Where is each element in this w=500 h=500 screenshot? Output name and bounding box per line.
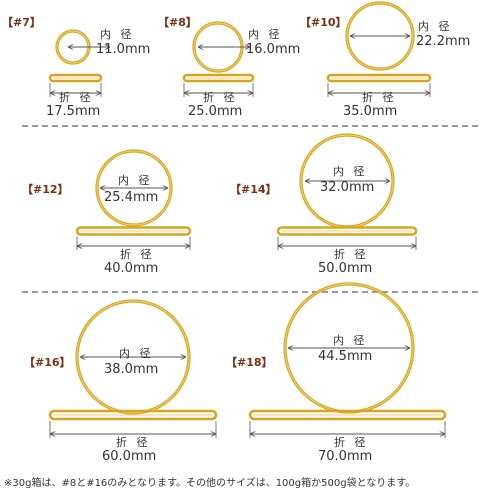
folded-band-14 [276, 226, 418, 236]
inner-value-18: 44.5mm [318, 349, 373, 364]
fold-caption-8: 折 径 [203, 91, 238, 104]
folded-band-18 [248, 409, 447, 421]
size-label-12: 【#12】 [22, 183, 69, 196]
folded-band-10 [326, 73, 432, 83]
fold-value-16: 60.0mm [102, 449, 157, 464]
inner-value-14: 32.0mm [320, 180, 375, 195]
size-label-8: 【#8】 [158, 16, 197, 29]
inner-caption-8: 内 径 [248, 28, 283, 41]
fold-caption-10: 折 径 [362, 91, 397, 104]
fold-value-10: 35.0mm [343, 104, 398, 119]
folded-band-7 [48, 73, 103, 83]
fold-value-8: 25.0mm [188, 104, 243, 119]
fold-value-12: 40.0mm [104, 261, 159, 276]
inner-caption-7: 内 径 [100, 28, 135, 41]
size-label-10: 【#10】 [300, 16, 347, 29]
fold-value-14: 50.0mm [318, 261, 373, 276]
size-label-16: 【#16】 [24, 356, 71, 369]
fold-value-18: 70.0mm [318, 449, 373, 464]
band-circle-highlight-12 [96, 150, 172, 226]
inner-caption-12: 内 径 [118, 174, 153, 187]
inner-value-10: 22.2mm [416, 34, 471, 49]
folded-band-12 [75, 226, 192, 236]
band-circle-highlight-16 [76, 300, 190, 414]
fold-value-7: 17.5mm [46, 104, 101, 119]
folded-band-8 [182, 73, 255, 83]
fold-caption-16: 折 径 [116, 436, 151, 449]
size-label-14: 【#14】 [230, 183, 277, 196]
inner-caption-16: 内 径 [119, 347, 154, 360]
separator-bottom [22, 291, 478, 293]
inner-value-8: 16.0mm [246, 42, 301, 57]
fold-caption-18: 折 径 [334, 436, 369, 449]
inner-value-12: 25.4mm [104, 190, 159, 205]
footnote: ※30g箱は、#8と#16のみとなります。その他のサイズは、100g箱か500g… [4, 478, 416, 489]
folded-band-16 [48, 409, 218, 421]
inner-caption-10: 内 径 [418, 20, 453, 33]
inner-value-7: 11.0mm [96, 42, 151, 57]
fold-caption-14: 折 径 [334, 248, 369, 261]
fold-caption-12: 折 径 [120, 248, 155, 261]
fold-caption-7: 折 径 [59, 91, 94, 104]
separator-top [22, 125, 478, 127]
band-circle-highlight-10 [346, 2, 414, 70]
size-label-7: 【#7】 [2, 16, 41, 29]
size-label-18: 【#18】 [226, 356, 273, 369]
inner-caption-14: 内 径 [333, 165, 368, 178]
inner-caption-18: 内 径 [333, 334, 368, 347]
inner-value-16: 38.0mm [104, 362, 159, 377]
